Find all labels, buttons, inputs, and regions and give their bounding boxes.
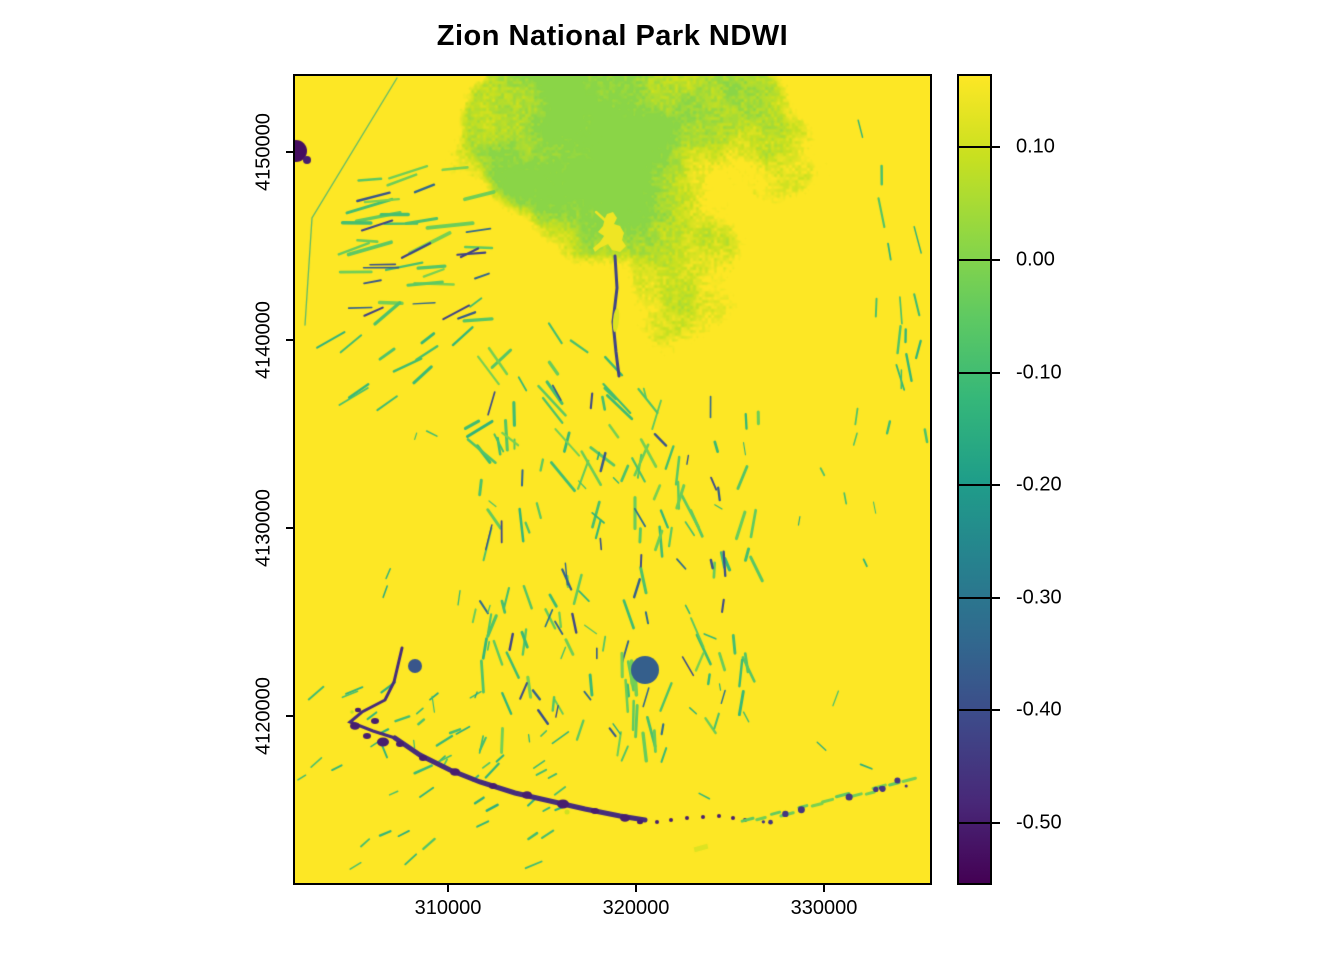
colorbar-tick-line	[959, 258, 990, 261]
y-axis-tick	[286, 150, 295, 153]
plot-title: Zion National Park NDWI	[436, 20, 789, 52]
y-axis-tick-label: 4130000	[252, 488, 275, 567]
colorbar-tick-label: -0.10	[1016, 361, 1062, 384]
colorbar-tick-label: -0.40	[1016, 698, 1062, 721]
colorbar-tick-line	[959, 709, 990, 712]
colorbar-tick-label: -0.50	[1016, 811, 1062, 834]
y-axis-tick	[286, 338, 295, 341]
colorbar-gradient	[959, 76, 990, 883]
colorbar-tick-stub	[992, 709, 1000, 712]
colorbar-tick-line	[959, 821, 990, 824]
colorbar-tick-label: 0.00	[1016, 248, 1055, 271]
colorbar-tick-stub	[992, 258, 1000, 261]
x-axis-tick-label: 320000	[602, 897, 670, 919]
ndwi-raster-map	[295, 76, 930, 883]
colorbar-tick-line	[959, 146, 990, 149]
y-axis-tick	[286, 714, 295, 717]
x-axis-tick	[447, 883, 450, 892]
x-axis-tick-label: 330000	[790, 897, 858, 919]
x-axis-tick	[634, 883, 637, 892]
x-axis-tick	[822, 883, 825, 892]
y-axis-tick-label: 4140000	[252, 300, 275, 379]
colorbar-tick-stub	[992, 484, 1000, 487]
colorbar-tick-stub	[992, 596, 1000, 599]
colorbar-tick-line	[959, 371, 990, 374]
y-axis-tick-label: 4120000	[252, 676, 275, 755]
y-axis-tick-label: 4150000	[252, 112, 275, 191]
y-axis-tick	[286, 526, 295, 529]
colorbar-tick-line	[959, 484, 990, 487]
colorbar-tick-stub	[992, 371, 1000, 374]
colorbar-tick-label: -0.20	[1016, 473, 1062, 496]
colorbar-tick-stub	[992, 146, 1000, 149]
colorbar	[957, 74, 992, 885]
colorbar-tick-stub	[992, 821, 1000, 824]
map-frame	[293, 74, 932, 885]
colorbar-tick-line	[959, 596, 990, 599]
x-axis-tick-label: 310000	[414, 897, 482, 919]
colorbar-tick-label: 0.10	[1016, 135, 1055, 158]
colorbar-tick-label: -0.30	[1016, 586, 1062, 609]
